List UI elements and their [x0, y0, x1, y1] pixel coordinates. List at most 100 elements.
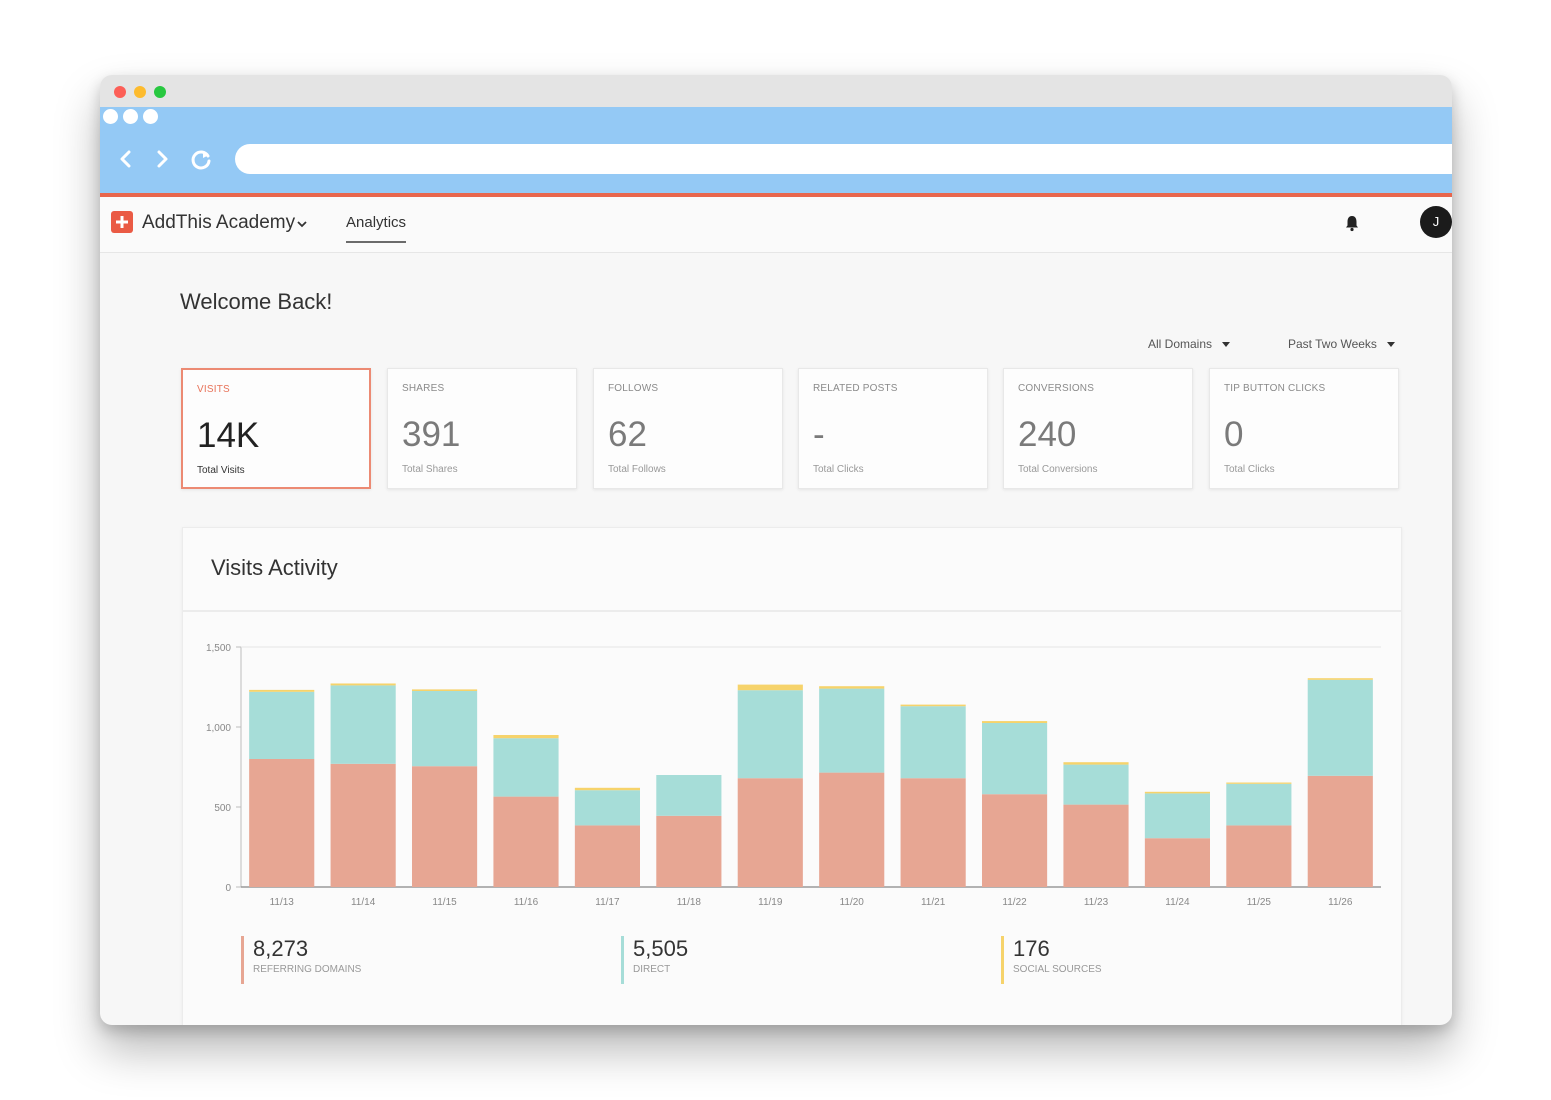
x-tick-label: 11/13	[270, 897, 295, 908]
app-header: AddThis Academy Analytics J	[100, 197, 1452, 253]
x-tick-label: 11/23	[1084, 897, 1109, 908]
bell-icon[interactable]	[1343, 213, 1361, 233]
minimize-window-button[interactable]	[134, 86, 146, 98]
tab-analytics[interactable]: Analytics	[346, 214, 407, 243]
page-title: Welcome Back!	[180, 289, 333, 314]
metric-sublabel: Total Clicks	[813, 464, 864, 475]
addthis-logo-icon	[111, 211, 133, 233]
stat-value: 176	[1013, 936, 1050, 961]
visits-chart: 0 500 1,000 1,500 11/13 11/14 11/15 11/16 11/17 1…	[206, 643, 1381, 908]
metric-sublabel: Total Follows	[608, 464, 666, 475]
bar-segment	[1144, 793, 1210, 839]
bar-segment	[330, 683, 396, 686]
address-bar[interactable]	[235, 144, 1452, 174]
x-tick-label: 11/26	[1328, 897, 1353, 908]
period-filter-label: Past Two Weeks	[1288, 337, 1377, 351]
metric-card-visits[interactable]: VISITS 14K Total Visits	[181, 368, 371, 489]
reload-icon[interactable]	[187, 145, 215, 173]
bar-segment	[900, 704, 966, 707]
bar-segment	[1063, 764, 1129, 805]
avatar[interactable]: J	[1420, 206, 1452, 238]
bar-segment	[330, 685, 396, 764]
bar-segment	[737, 778, 803, 887]
y-tick-label: 500	[214, 803, 231, 814]
x-tick-label: 11/14	[351, 897, 376, 908]
metric-value: 62	[608, 415, 647, 454]
metric-label: SHARES	[402, 383, 445, 394]
bar-segment	[493, 735, 559, 739]
close-window-button[interactable]	[114, 86, 126, 98]
forward-icon[interactable]	[148, 145, 176, 173]
x-tick-label: 11/19	[758, 897, 783, 908]
bar-segment	[1063, 762, 1129, 765]
domains-filter-dropdown[interactable]: All Domains	[1148, 337, 1231, 351]
bar-segment	[656, 775, 722, 816]
bar-segment	[574, 825, 640, 887]
metric-sublabel: Total Shares	[402, 464, 458, 475]
bar-segment	[493, 796, 559, 887]
bar-segment	[574, 787, 640, 791]
caret-down-icon	[1386, 342, 1395, 348]
metric-card-follows[interactable]: FOLLOWS 62 Total Follows	[593, 368, 783, 489]
metric-sublabel: Total Conversions	[1018, 464, 1098, 475]
y-tick-label: 1,500	[206, 643, 231, 654]
metric-card-conversions[interactable]: CONVERSIONS 240 Total Conversions	[1003, 368, 1193, 489]
bar-segment	[982, 723, 1048, 795]
bar-segment	[249, 689, 315, 692]
metric-label: VISITS	[197, 384, 230, 395]
stat-label: REFERRING DOMAINS	[253, 964, 362, 975]
metric-value: 0	[1224, 415, 1244, 454]
metric-card-shares[interactable]: SHARES 391 Total Shares	[387, 368, 577, 489]
stat-color-bar	[1001, 936, 1004, 984]
chevron-down-icon[interactable]	[296, 217, 308, 229]
bar-segment	[982, 721, 1048, 723]
x-tick-label: 11/21	[921, 897, 946, 908]
y-tick-label: 0	[225, 883, 231, 894]
metric-label: FOLLOWS	[608, 383, 659, 394]
stat-referring-domains: 8,273 REFERRING DOMAINS	[241, 936, 361, 984]
bar-segment	[1144, 791, 1210, 794]
stat-label: SOCIAL SOURCES	[1013, 964, 1102, 975]
stat-direct: 5,505 DIRECT	[621, 936, 688, 984]
period-filter-dropdown[interactable]: Past Two Weeks	[1288, 337, 1395, 351]
bar-segment	[1226, 783, 1292, 826]
metric-card-tip-button-clicks[interactable]: TIP BUTTON CLICKS 0 Total Clicks	[1209, 368, 1399, 489]
x-tick-label: 11/16	[514, 897, 539, 908]
visits-activity-panel: Visits Activity 0 500 1,000 1,500 11/13 11/14…	[182, 527, 1402, 1025]
maximize-window-button[interactable]	[154, 86, 166, 98]
bar-segment	[819, 688, 885, 773]
caret-down-icon	[1222, 342, 1231, 348]
browser-dot-icon	[103, 109, 118, 124]
bar-segment	[1226, 782, 1292, 784]
metric-value: -	[813, 415, 825, 454]
metric-value: 391	[402, 415, 461, 454]
metric-card-related-posts[interactable]: RELATED POSTS - Total Clicks	[798, 368, 988, 489]
bar-segment	[1063, 804, 1129, 887]
bar-segment	[1144, 838, 1210, 887]
app-name[interactable]: AddThis Academy	[142, 212, 296, 233]
x-tick-label: 11/24	[1165, 897, 1190, 908]
bar-segment	[900, 706, 966, 779]
window-titlebar	[100, 75, 1452, 107]
stat-label: DIRECT	[633, 964, 671, 975]
bar-segment	[656, 815, 722, 887]
bar-segment	[819, 772, 885, 887]
bar-segment	[1307, 679, 1373, 776]
bar-segment	[412, 766, 478, 887]
x-tick-label: 11/20	[840, 897, 865, 908]
x-tick-label: 11/15	[432, 897, 457, 908]
domains-filter-label: All Domains	[1148, 337, 1213, 351]
panel-title: Visits Activity	[211, 555, 338, 580]
browser-toolbar	[100, 107, 1452, 197]
metric-label: CONVERSIONS	[1018, 383, 1095, 394]
x-tick-label: 11/25	[1247, 897, 1272, 908]
stat-social-sources: 176 SOCIAL SOURCES	[1001, 936, 1102, 984]
stat-color-bar	[241, 936, 244, 984]
bar-segment	[574, 790, 640, 826]
back-icon[interactable]	[112, 145, 140, 173]
bar-segment	[1307, 775, 1373, 887]
stat-color-bar	[621, 936, 624, 984]
bar-segment	[819, 686, 885, 689]
metric-value: 14K	[197, 416, 260, 455]
bar-segment	[1307, 678, 1373, 680]
